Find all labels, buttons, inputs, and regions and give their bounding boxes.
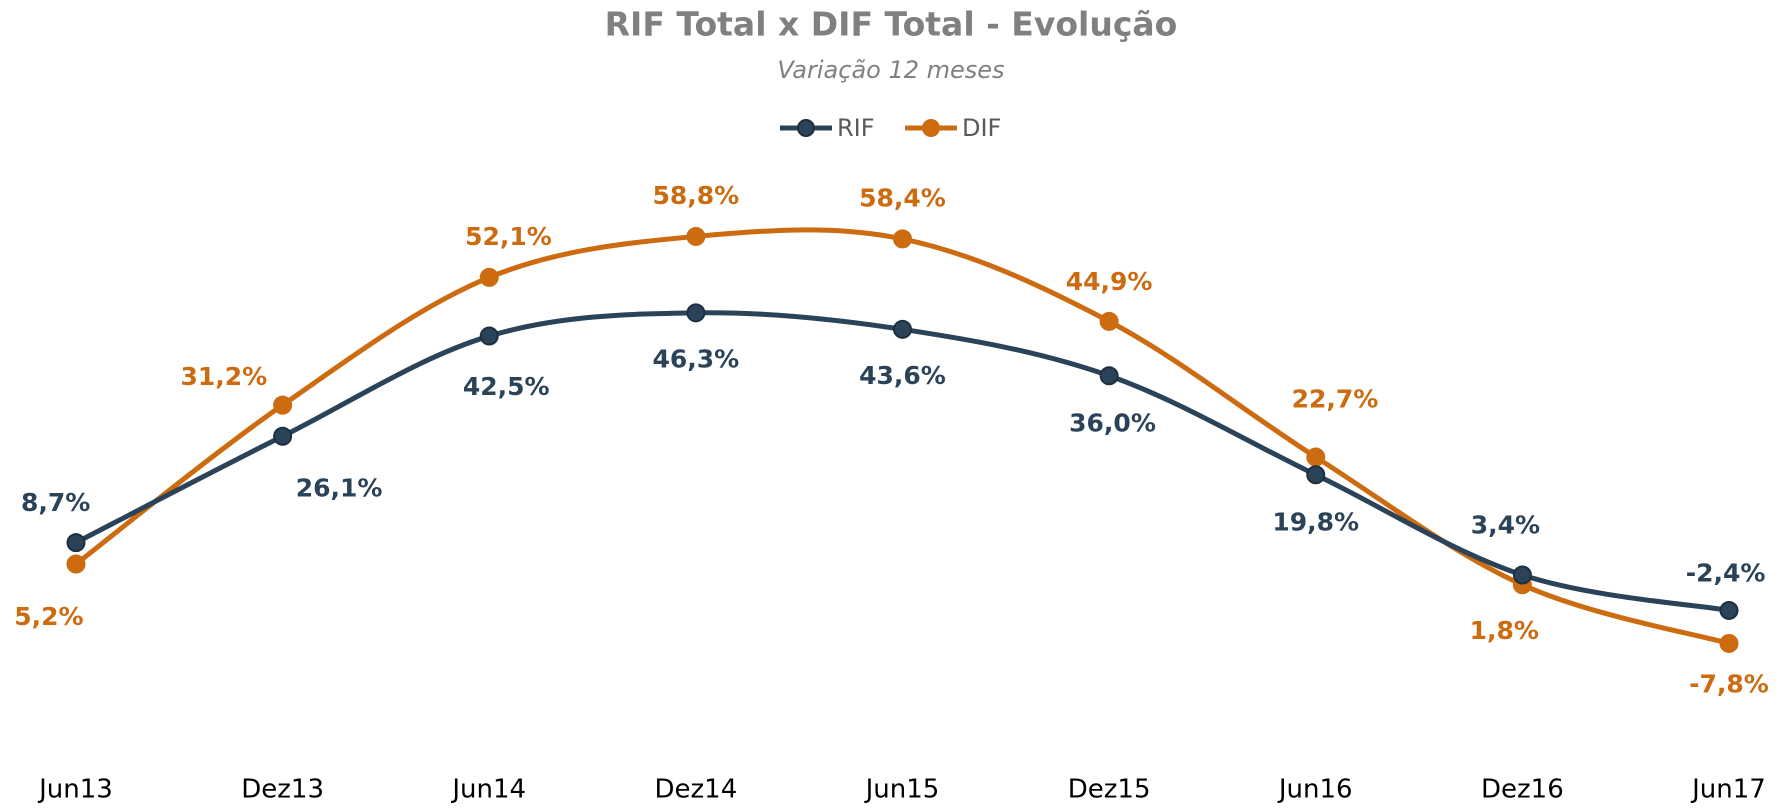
data-point bbox=[273, 395, 293, 415]
data-point bbox=[893, 229, 912, 249]
legend-marker bbox=[797, 119, 815, 137]
x-tick-label: Jun16 bbox=[1277, 775, 1353, 805]
data-label: 43,6% bbox=[859, 361, 946, 390]
data-label: -7,8% bbox=[1689, 669, 1769, 698]
data-label: 58,4% bbox=[859, 183, 946, 212]
data-label: 52,1% bbox=[465, 222, 552, 251]
x-tick-label: Dez15 bbox=[1068, 775, 1151, 805]
data-label: 46,3% bbox=[653, 344, 740, 373]
data-point bbox=[686, 303, 706, 323]
data-point bbox=[66, 533, 86, 553]
x-tick-label: Jun13 bbox=[37, 775, 113, 805]
data-point bbox=[1512, 565, 1532, 585]
legend-label: RIF bbox=[837, 114, 875, 142]
data-point bbox=[479, 267, 499, 287]
legend-label: DIF bbox=[962, 114, 1001, 142]
data-point bbox=[1099, 366, 1119, 386]
data-label: 8,7% bbox=[21, 488, 90, 517]
data-label: 5,2% bbox=[14, 602, 83, 631]
data-label: 36,0% bbox=[1069, 408, 1156, 437]
data-label: 19,8% bbox=[1272, 507, 1359, 536]
x-tick-label: Dez13 bbox=[241, 775, 324, 805]
series-line bbox=[74, 227, 1730, 646]
data-label: 26,1% bbox=[296, 473, 383, 502]
data-label: 42,5% bbox=[463, 372, 550, 401]
data-point bbox=[273, 426, 293, 446]
x-tick-label: Jun14 bbox=[450, 775, 526, 805]
data-point bbox=[1099, 311, 1119, 331]
data-label: 1,8% bbox=[1470, 616, 1539, 645]
data-point bbox=[1719, 600, 1739, 620]
x-tick-label: Jun17 bbox=[1690, 775, 1766, 805]
legend-marker bbox=[922, 119, 940, 137]
data-label: 58,8% bbox=[653, 181, 740, 210]
x-tick-label: Dez14 bbox=[655, 775, 738, 805]
chart-title: RIF Total x DIF Total - Evolução bbox=[605, 5, 1178, 44]
data-point bbox=[1306, 465, 1326, 485]
data-point bbox=[1719, 633, 1739, 653]
chart-subtitle: Variação 12 meses bbox=[777, 56, 1004, 84]
x-tick-label: Jun15 bbox=[864, 775, 940, 805]
data-point bbox=[66, 554, 86, 574]
data-point bbox=[893, 319, 912, 339]
data-label: -2,4% bbox=[1686, 558, 1766, 587]
x-tick-label: Dez16 bbox=[1481, 775, 1564, 805]
data-label: 3,4% bbox=[1471, 510, 1540, 539]
data-label: 44,9% bbox=[1066, 267, 1153, 296]
data-label: 31,2% bbox=[180, 362, 267, 391]
data-point bbox=[1306, 447, 1326, 467]
data-label: 22,7% bbox=[1292, 385, 1379, 414]
data-point bbox=[686, 226, 706, 246]
data-point bbox=[479, 326, 499, 346]
